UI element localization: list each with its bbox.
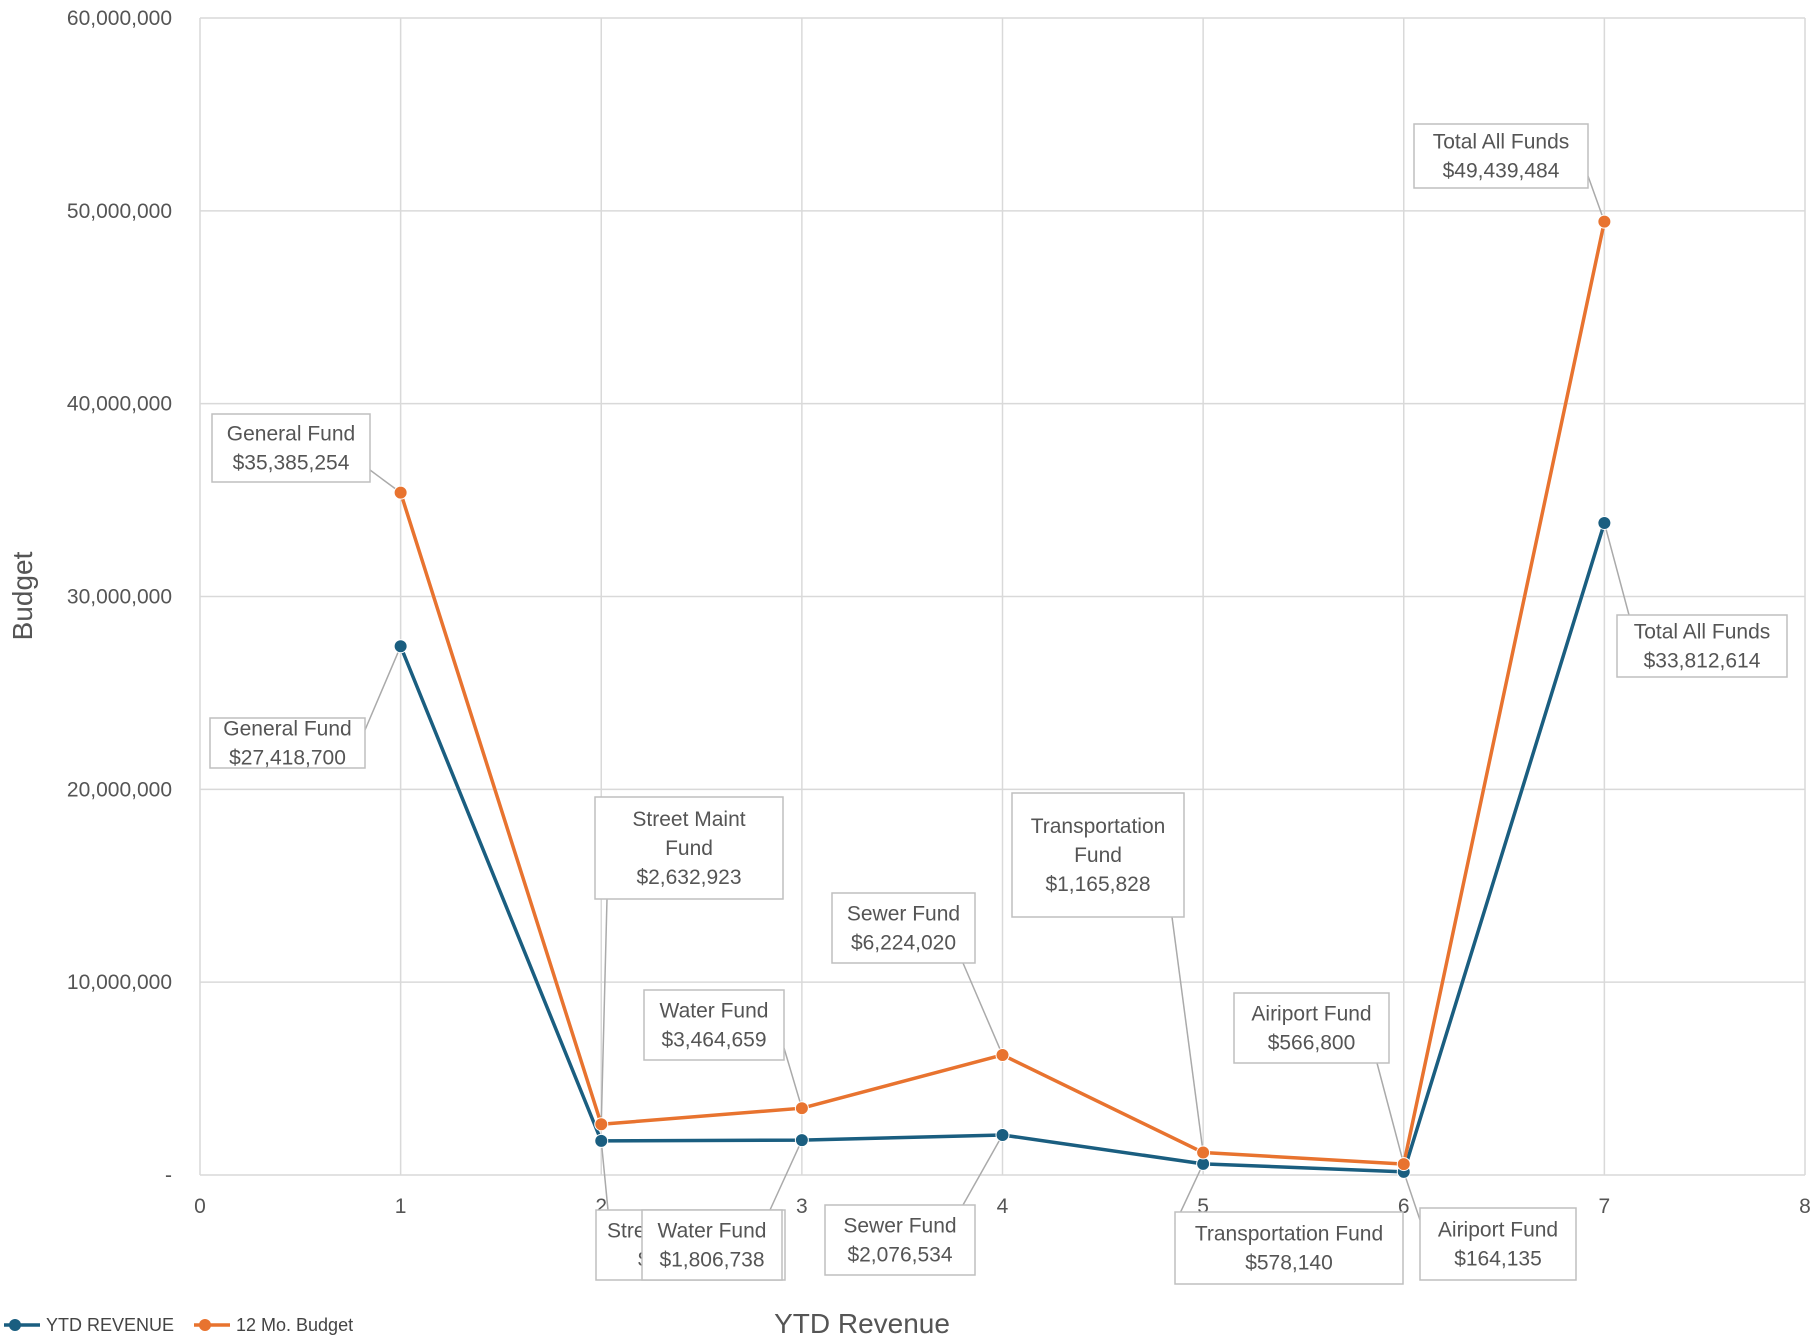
x-tick-label: 0 (194, 1195, 206, 1218)
legend-label: 12 Mo. Budget (236, 1315, 353, 1335)
data-label: $35,385,254 (233, 452, 350, 475)
data-label: $3,464,659 (661, 1029, 766, 1052)
data-point (995, 1127, 1010, 1142)
callout-box (1413, 123, 1589, 189)
data-label: Airiport Fund (1438, 1219, 1558, 1242)
data-label: Total All Funds (1433, 131, 1570, 154)
data-label: Water Fund (658, 1220, 767, 1243)
data-label: Water Fund (660, 1000, 769, 1023)
data-point (393, 485, 408, 500)
callout-leader (600, 1140, 609, 1211)
callout-leaders (364, 175, 1630, 1225)
data-label: $33,812,614 (1644, 650, 1761, 673)
x-tick-label: 8 (1799, 1195, 1811, 1218)
data-label: Sewer Fund (843, 1215, 956, 1238)
callout-leader (1587, 175, 1606, 222)
callout-box (831, 892, 976, 964)
data-label: $1,165,828 (1045, 873, 1150, 896)
callout-box (824, 1204, 976, 1276)
legend: YTD REVENUE 12 Mo. Budget (4, 1315, 353, 1335)
callout-leader (1403, 1171, 1421, 1221)
data-point (1597, 515, 1612, 530)
x-tick-label: 4 (997, 1195, 1009, 1218)
callout-leader (600, 898, 608, 1125)
data-label: $578,140 (1245, 1252, 1333, 1275)
callout-leader (364, 645, 402, 731)
data-label: $1,806,738 (659, 1249, 764, 1272)
data-label: $2,632,923 (636, 866, 741, 889)
legend-marker (199, 1319, 211, 1331)
legend-label: YTD REVENUE (46, 1315, 174, 1335)
data-label: $164,135 (1454, 1248, 1542, 1271)
callout-leader (1376, 1062, 1405, 1165)
callout-box (209, 717, 366, 769)
callout-box (1011, 792, 1185, 918)
y-axis-title: Budget (7, 551, 38, 640)
data-label: $6,224,020 (851, 932, 956, 955)
y-tick-label: - (165, 1164, 172, 1187)
data-point (995, 1047, 1010, 1062)
data-label: Transportation (1031, 815, 1166, 838)
grid (199, 17, 1806, 1176)
callout-box (641, 1209, 783, 1281)
data-label: Transportation Fund (1195, 1223, 1383, 1246)
data-label: Total All Funds (1634, 621, 1771, 644)
data-label: $566,800 (1268, 1032, 1356, 1055)
y-tick-label: 10,000,000 (67, 971, 172, 994)
data-label: Airiport Fund (1251, 1003, 1371, 1026)
data-label: $49,439,484 (1443, 160, 1560, 183)
callout-leader (962, 1134, 1004, 1206)
x-tick-label: 2 (595, 1195, 607, 1218)
data-label: Fund (1074, 844, 1122, 867)
callout-box (1616, 614, 1788, 678)
callout-box (1419, 1207, 1577, 1281)
x-axis-title: YTD Revenue (774, 1308, 950, 1339)
callout-leader (783, 1047, 803, 1109)
data-point (794, 1133, 809, 1148)
y-tick-label: 50,000,000 (67, 200, 172, 223)
series-layer (393, 214, 1612, 1179)
callout-box (1174, 1211, 1404, 1285)
y-tick-label: 30,000,000 (67, 586, 172, 609)
data-point (594, 1133, 609, 1148)
data-point (1597, 214, 1612, 229)
data-point (594, 1117, 609, 1132)
y-tick-label: 40,000,000 (67, 393, 172, 416)
data-label: Street Maint (632, 808, 745, 831)
y-tick-label: 20,000,000 (67, 778, 172, 801)
data-label: Fund (665, 837, 713, 860)
callout-leader (962, 962, 1004, 1056)
callouts: General Fund $27,418,700 Street Maint Fund… (209, 123, 1788, 1285)
x-tick-label: 7 (1599, 1195, 1611, 1218)
callout-leader (1603, 522, 1630, 616)
ticks: 0 1 2 3 4 5 6 7 8 - 10,000,000 20,000,000 30,000,000… (67, 7, 1811, 1218)
data-label: General Fund (227, 423, 355, 446)
data-point (1396, 1157, 1411, 1172)
data-point (1196, 1145, 1211, 1160)
legend-marker (9, 1319, 21, 1331)
data-label: $2,076,534 (847, 1244, 952, 1267)
x-tick-label: 1 (395, 1195, 407, 1218)
x-tick-label: 5 (1197, 1195, 1209, 1218)
callout-box (1233, 992, 1390, 1064)
data-label: General Fund (223, 718, 351, 741)
callout-box (594, 796, 784, 900)
callout-leader (769, 1139, 803, 1211)
data-point (393, 639, 408, 654)
callout-box (643, 989, 785, 1061)
data-label: $27,418,700 (229, 747, 346, 770)
data-label: Sewer Fund (847, 903, 960, 926)
callout-box (211, 413, 371, 483)
y-tick-label: 60,000,000 (67, 7, 172, 30)
callout-leader (1171, 916, 1204, 1153)
x-tick-label: 3 (796, 1195, 808, 1218)
x-tick-label: 6 (1398, 1195, 1410, 1218)
data-point (794, 1101, 809, 1116)
